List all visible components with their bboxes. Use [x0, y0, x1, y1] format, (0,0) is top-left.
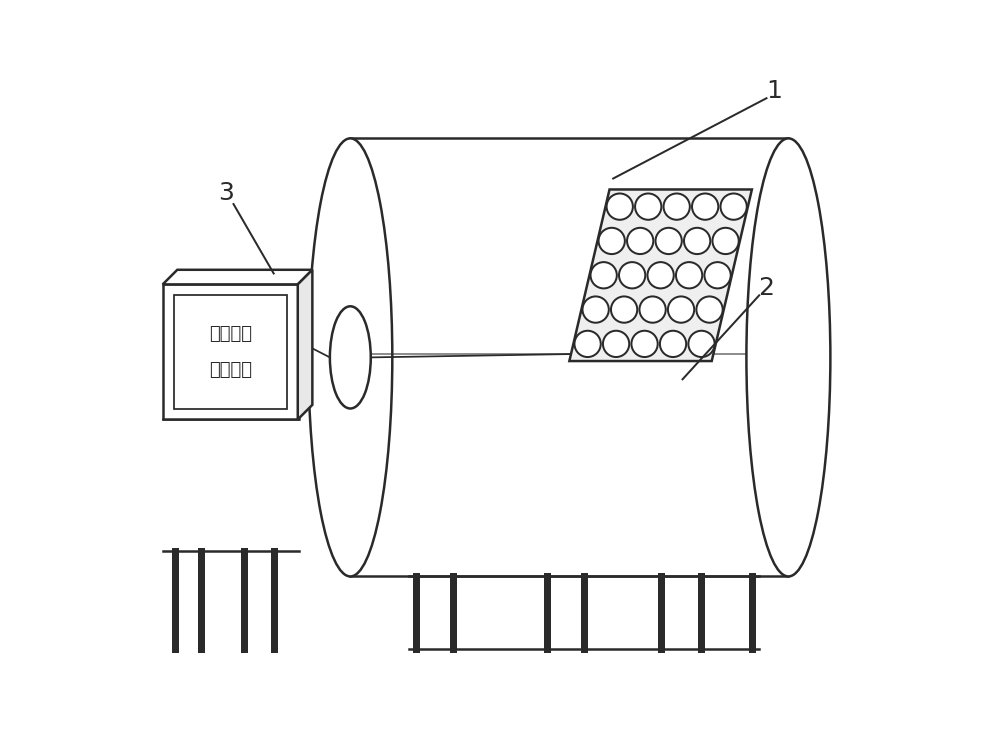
Circle shape — [631, 331, 658, 357]
Circle shape — [720, 193, 747, 219]
Polygon shape — [163, 270, 312, 284]
Circle shape — [639, 296, 666, 323]
Circle shape — [688, 331, 715, 357]
Circle shape — [656, 228, 682, 254]
Bar — [174, 295, 287, 408]
Circle shape — [692, 193, 718, 219]
Circle shape — [664, 193, 690, 219]
Polygon shape — [569, 190, 752, 361]
Polygon shape — [298, 270, 312, 420]
Circle shape — [603, 331, 629, 357]
Circle shape — [627, 228, 653, 254]
Text: 低噪声程: 低噪声程 — [209, 324, 252, 343]
Text: 1: 1 — [766, 79, 782, 103]
Circle shape — [591, 262, 617, 289]
Circle shape — [574, 331, 601, 357]
Circle shape — [607, 193, 633, 219]
Circle shape — [599, 228, 625, 254]
Text: 控电流源: 控电流源 — [209, 361, 252, 379]
Circle shape — [647, 262, 674, 289]
Circle shape — [696, 296, 723, 323]
Ellipse shape — [746, 138, 830, 577]
Circle shape — [712, 228, 739, 254]
Polygon shape — [163, 284, 298, 420]
Bar — [350, 138, 788, 577]
Circle shape — [619, 262, 645, 289]
Circle shape — [676, 262, 702, 289]
Circle shape — [684, 228, 710, 254]
Circle shape — [668, 296, 694, 323]
Circle shape — [704, 262, 731, 289]
Circle shape — [583, 296, 609, 323]
Circle shape — [660, 331, 686, 357]
Circle shape — [611, 296, 637, 323]
Text: 3: 3 — [218, 181, 234, 205]
Ellipse shape — [308, 138, 392, 577]
Circle shape — [635, 193, 661, 219]
Ellipse shape — [330, 307, 371, 408]
Text: 2: 2 — [758, 276, 774, 300]
